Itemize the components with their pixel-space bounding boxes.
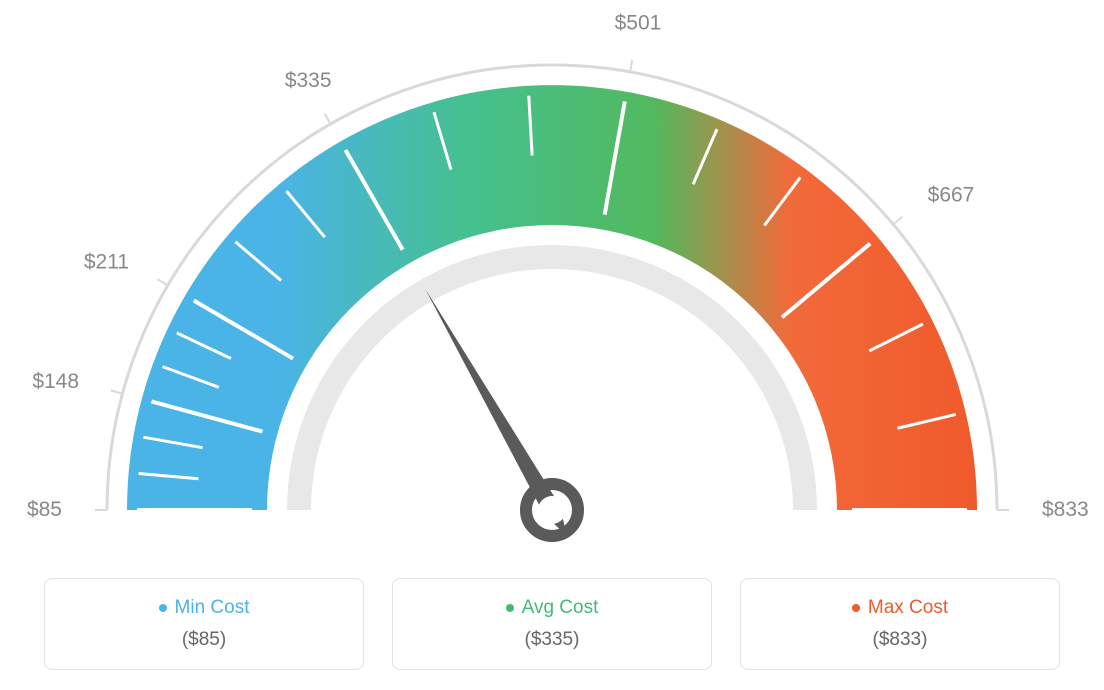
legend-row: Min Cost ($85) Avg Cost ($335) Max Cost … bbox=[0, 578, 1104, 670]
legend-label: Min Cost bbox=[175, 597, 250, 619]
legend-value-avg: ($335) bbox=[403, 629, 701, 651]
legend-title-max: Max Cost bbox=[852, 597, 948, 619]
gauge-tick-label: $335 bbox=[285, 69, 332, 92]
gauge-tick-label: $833 bbox=[1042, 498, 1089, 521]
legend-title-avg: Avg Cost bbox=[506, 597, 599, 619]
gauge-chart: $85 $148 $211 $335 $501 $667 $833 bbox=[0, 0, 1104, 560]
legend-value-min: ($85) bbox=[55, 629, 353, 651]
gauge-tick-label: $85 bbox=[27, 498, 62, 521]
legend-card-min: Min Cost ($85) bbox=[44, 578, 364, 670]
gauge-tick-label: $211 bbox=[84, 251, 129, 274]
gauge-svg: $85 $148 $211 $335 $501 $667 $833 bbox=[0, 0, 1104, 560]
legend-card-avg: Avg Cost ($335) bbox=[392, 578, 712, 670]
legend-value-max: ($833) bbox=[751, 629, 1049, 651]
legend-card-max: Max Cost ($833) bbox=[740, 578, 1060, 670]
gauge-tick-label: $148 bbox=[32, 370, 79, 393]
legend-label: Avg Cost bbox=[522, 597, 599, 619]
legend-title-min: Min Cost bbox=[159, 597, 250, 619]
legend-label: Max Cost bbox=[868, 597, 948, 619]
dot-icon bbox=[506, 604, 514, 612]
dot-icon bbox=[852, 604, 860, 612]
gauge-tick-label: $501 bbox=[615, 12, 662, 35]
dot-icon bbox=[159, 604, 167, 612]
gauge-tick-label: $667 bbox=[928, 183, 975, 206]
